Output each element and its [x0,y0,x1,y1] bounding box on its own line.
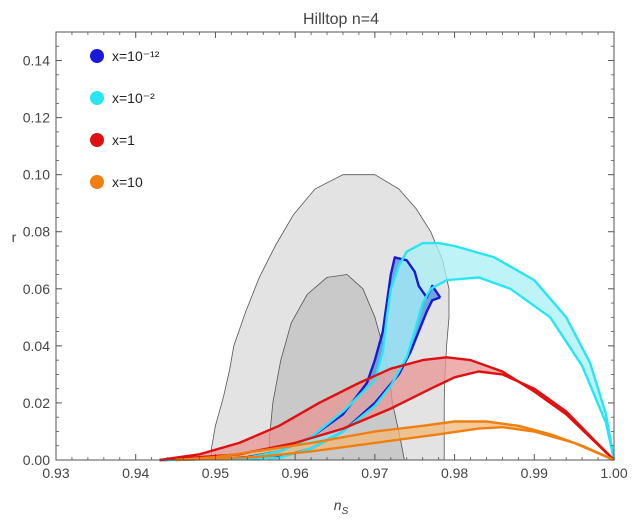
x-tick-label: 0.95 [202,465,229,481]
x-tick-label: 0.97 [361,465,388,481]
band-upper-line-1 [159,241,616,462]
y-tick-label: 0.14 [23,53,50,69]
x-tick-label: 0.94 [122,465,149,481]
y-tick-label: 0.00 [23,452,50,468]
band-lower-line-2 [159,370,615,462]
band-fill-3 [175,421,614,460]
band-fill-1 [159,243,614,460]
legend: x=10⁻¹² x=10⁻² x=1 x=10 [90,48,160,190]
x-axis-label-main: n [334,497,342,513]
band-fill-2 [159,357,614,460]
x-tick-label: 0.93 [42,465,69,481]
model-bands [159,241,616,462]
y-tick-label: 0.08 [23,224,50,240]
band-lower-line-1 [159,276,616,462]
x-axis-label-sub: S [342,506,349,517]
legend-marker [90,91,104,105]
legend-label: x=10 [112,174,143,190]
x-tick-label: 1.00 [600,465,627,481]
x-tick-label: 0.96 [282,465,309,481]
band-upper-line-2 [159,356,615,462]
chart-title: Hilltop n=4 [303,11,379,28]
legend-marker [90,175,104,189]
y-tick-label: 0.12 [23,110,50,126]
y-tick-label: 0.10 [23,167,50,183]
y-axis-label: r [12,229,17,245]
x-axis-label: nS [334,497,349,517]
legend-label: x=10⁻¹² [112,48,160,64]
legend-marker [90,49,104,63]
y-tick-label: 0.06 [23,281,50,297]
legend-label: x=10⁻² [112,90,155,106]
axes: 0.93 0.94 0.95 0.96 0.97 0.98 0.99 1.00 0.00 0.02… [23,31,628,481]
legend-label: x=1 [112,132,135,148]
x-tick-label: 0.99 [521,465,548,481]
legend-marker [90,133,104,147]
x-tick-label: 0.98 [441,465,468,481]
y-tick-label: 0.04 [23,338,50,354]
band-upper-line-3 [175,420,615,462]
y-tick-label: 0.02 [23,395,50,411]
band-lower-line-3 [175,426,615,462]
